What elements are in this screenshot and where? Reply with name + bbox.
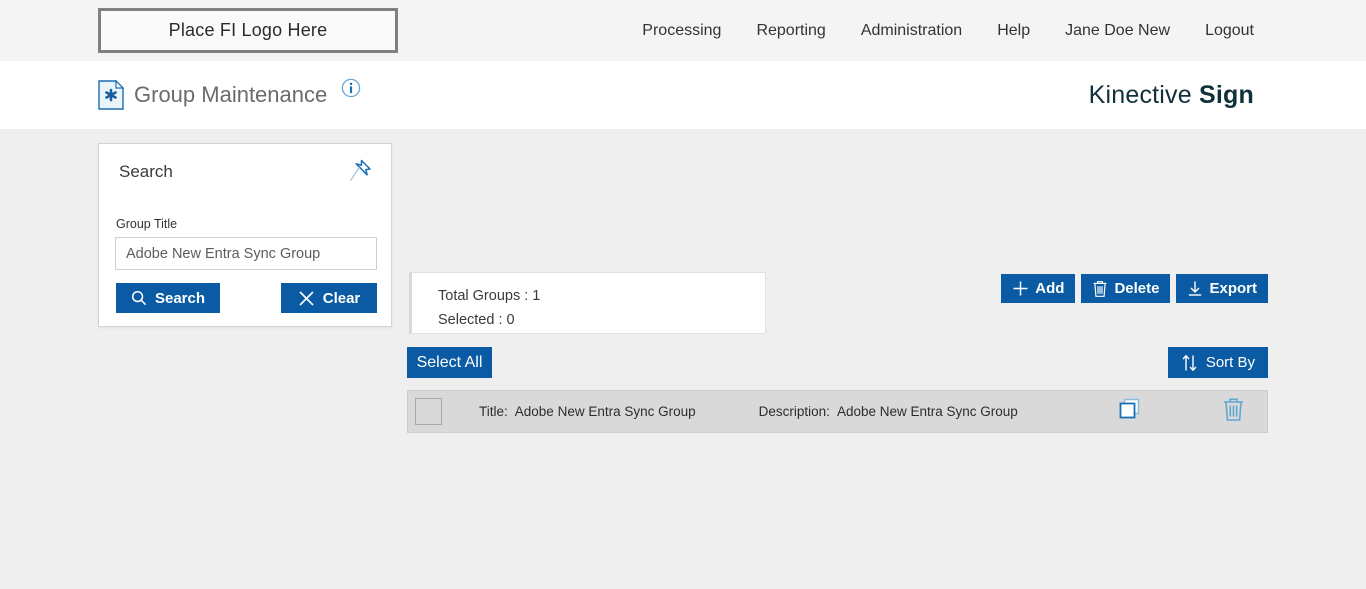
row-description-label: Description: bbox=[758, 404, 830, 419]
add-button[interactable]: Add bbox=[1001, 274, 1076, 303]
search-panel: Search Group Title Search bbox=[98, 143, 392, 327]
sort-arrows-icon bbox=[1181, 354, 1198, 372]
nav-logout[interactable]: Logout bbox=[1205, 21, 1254, 39]
row-title-value: Adobe New Entra Sync Group bbox=[514, 404, 696, 419]
totals-summary-card: Total Groups : 1 Selected : 0 bbox=[409, 272, 766, 334]
total-groups-text: Total Groups : 1 bbox=[438, 288, 541, 304]
delete-button[interactable]: Delete bbox=[1081, 274, 1171, 303]
plus-icon bbox=[1012, 280, 1029, 297]
row-delete-icon[interactable] bbox=[1222, 397, 1245, 427]
info-icon[interactable] bbox=[337, 78, 361, 112]
x-icon bbox=[298, 290, 315, 307]
main-navigation: Processing Reporting Administration Help… bbox=[642, 22, 1254, 40]
search-panel-heading: Search bbox=[119, 162, 173, 181]
brand-name-bold: Sign bbox=[1199, 80, 1254, 109]
delete-button-label: Delete bbox=[1114, 280, 1160, 297]
top-header-bar: Place FI Logo Here Processing Reporting … bbox=[0, 0, 1366, 61]
row-description-cell: Description: Adobe New Entra Sync Group bbox=[759, 404, 1018, 419]
table-row[interactable]: Title: Adobe New Entra Sync Group Descri… bbox=[407, 390, 1268, 433]
copy-icon[interactable] bbox=[1118, 397, 1142, 426]
nav-reporting[interactable]: Reporting bbox=[756, 21, 826, 39]
action-button-group: Add Delete bbox=[1001, 274, 1268, 303]
fi-logo-placeholder: Place FI Logo Here bbox=[98, 8, 398, 53]
sort-by-button[interactable]: Sort By bbox=[1167, 347, 1268, 378]
row-title-cell: Title: Adobe New Entra Sync Group bbox=[479, 404, 696, 419]
search-button-label: Search bbox=[154, 289, 206, 307]
magnifier-icon bbox=[131, 290, 147, 306]
selected-count-text: Selected : 0 bbox=[438, 312, 515, 328]
main-content: Search Group Title Search bbox=[0, 129, 1366, 589]
brand-logo: Kinective Sign bbox=[1089, 81, 1254, 110]
page-title-bar: Group Maintenance Kinective Sign bbox=[0, 61, 1366, 129]
brand-name-regular: Kinective bbox=[1088, 80, 1192, 109]
nav-user[interactable]: Jane Doe New bbox=[1065, 21, 1171, 39]
export-button-label: Export bbox=[1209, 280, 1257, 297]
export-button[interactable]: Export bbox=[1176, 274, 1268, 303]
nav-processing[interactable]: Processing bbox=[642, 21, 722, 39]
add-button-label: Add bbox=[1035, 280, 1065, 297]
select-all-label: Select All bbox=[416, 353, 483, 371]
trash-icon bbox=[1092, 280, 1108, 298]
nav-administration[interactable]: Administration bbox=[860, 21, 963, 39]
row-title-label: Title: bbox=[479, 404, 508, 419]
nav-help[interactable]: Help bbox=[997, 21, 1031, 39]
row-action-icons bbox=[1118, 397, 1267, 427]
document-star-icon bbox=[98, 80, 124, 110]
fi-logo-text: Place FI Logo Here bbox=[168, 20, 328, 40]
group-title-label: Group Title bbox=[116, 217, 178, 231]
download-icon bbox=[1187, 280, 1203, 297]
group-title-input[interactable] bbox=[115, 237, 377, 270]
sort-by-label: Sort By bbox=[1205, 354, 1255, 371]
row-checkbox[interactable] bbox=[415, 398, 442, 425]
row-description-value: Adobe New Entra Sync Group bbox=[836, 404, 1018, 419]
select-all-button[interactable]: Select All bbox=[407, 347, 492, 378]
search-button[interactable]: Search bbox=[116, 283, 220, 313]
clear-button[interactable]: Clear bbox=[281, 283, 377, 313]
page-title: Group Maintenance bbox=[134, 82, 328, 107]
clear-button-label: Clear bbox=[322, 289, 361, 307]
page-title-group: Group Maintenance bbox=[98, 78, 361, 112]
